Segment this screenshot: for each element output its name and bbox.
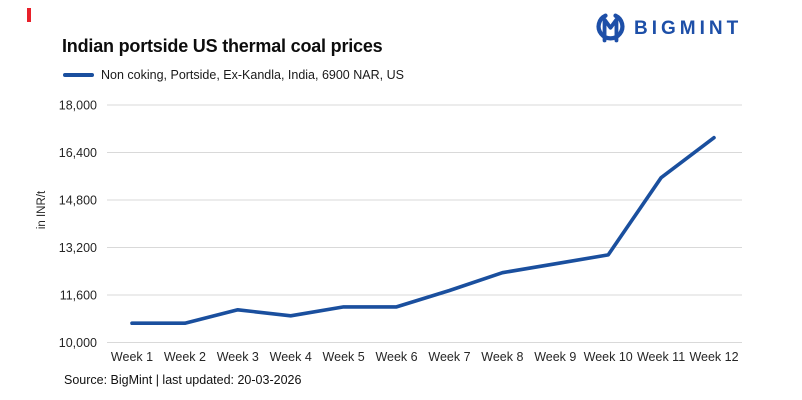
x-tick-label: Week 5 — [323, 350, 365, 364]
price-chart: 10,000 11,600 13,200 14,800 16,400 18,000 Week… — [36, 98, 742, 364]
x-tick-label: Week 2 — [164, 350, 206, 364]
bigmint-logo-icon — [596, 13, 625, 43]
source-note: Source: BigMint | last updated: 20-03-20… — [64, 373, 302, 387]
x-tick-label: Week 9 — [534, 350, 576, 364]
bigmint-logo: BIGMINT — [595, 12, 742, 46]
x-tick-label: Week 10 — [584, 350, 633, 364]
x-tick-label: Week 12 — [689, 350, 738, 364]
y-tick-label: 18,000 — [59, 98, 97, 112]
red-marker — [27, 8, 31, 22]
x-tick-label: Week 8 — [481, 350, 523, 364]
bigmint-logo-text: BIGMINT — [634, 18, 743, 39]
x-tick-label: Week 7 — [428, 350, 470, 364]
y-tick-label: 10,000 — [59, 336, 97, 350]
legend-label: Non coking, Portside, Ex-Kandla, India, … — [101, 68, 404, 82]
chart-title: Indian portside US thermal coal prices — [62, 36, 383, 56]
y-tick-label: 14,800 — [59, 193, 97, 207]
x-tick-label: Week 4 — [270, 350, 312, 364]
legend-line-swatch — [63, 73, 94, 77]
price-line — [130, 135, 716, 325]
y-tick-label: 16,400 — [59, 146, 97, 160]
x-tick-label: Week 3 — [217, 350, 259, 364]
y-axis-title: in INR/t — [36, 190, 48, 229]
x-tick-label: Week 6 — [375, 350, 417, 364]
x-tick-label: Week 11 — [637, 350, 685, 364]
x-tick-label: Week 1 — [111, 350, 153, 364]
y-tick-label: 11,600 — [60, 288, 97, 302]
legend: Non coking, Portside, Ex-Kandla, India, … — [63, 68, 404, 82]
y-tick-label: 13,200 — [59, 241, 97, 255]
